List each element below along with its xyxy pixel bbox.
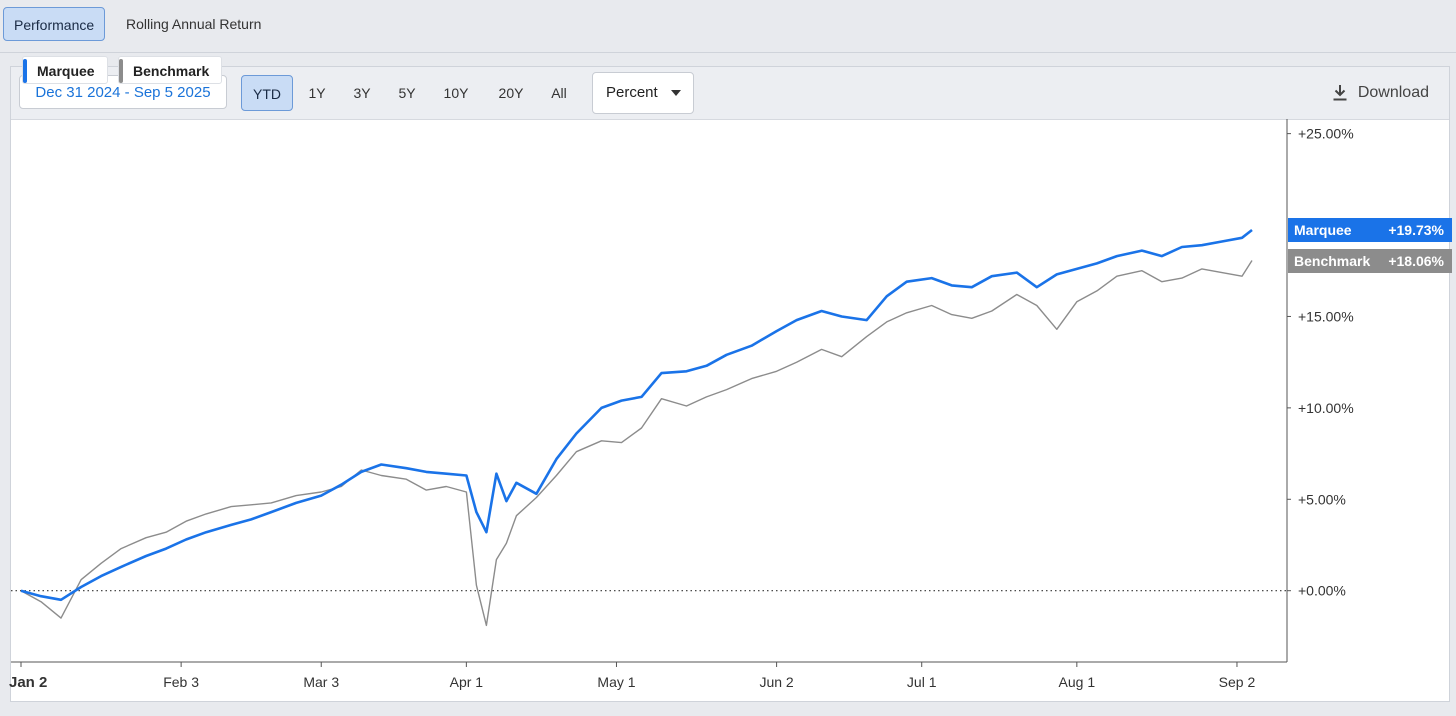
value-mode-label: Percent: [606, 84, 658, 101]
download-label: Download: [1357, 84, 1429, 101]
end-label-marquee-value: +19.73%: [1388, 221, 1444, 238]
y-tick-label: +5.00%: [1298, 491, 1346, 507]
tab-performance[interactable]: Performance: [3, 7, 106, 41]
x-tick-label: Feb 3: [163, 674, 199, 690]
end-label-marquee-name: Marquee: [1294, 221, 1352, 238]
top-tab-bar: Performance Rolling Annual Return: [0, 0, 1456, 53]
range-button-20y[interactable]: 20Y: [498, 85, 524, 101]
range-button-10y[interactable]: 10Y: [443, 85, 469, 101]
download-icon: [1333, 85, 1347, 101]
end-label-benchmark: Benchmark +18.06%: [1288, 248, 1452, 273]
x-tick-label: Jan 2: [9, 674, 47, 691]
y-tick-label: +10.00%: [1298, 400, 1354, 416]
range-button-5y[interactable]: 5Y: [398, 85, 416, 101]
end-label-benchmark-name: Benchmark: [1294, 252, 1371, 269]
range-button-ytd[interactable]: YTD: [241, 75, 293, 111]
range-button-all[interactable]: All: [551, 85, 567, 101]
y-tick-label: +0.00%: [1298, 583, 1346, 599]
x-tick-label: Aug 1: [1059, 674, 1096, 690]
x-tick-label: Sep 2: [1219, 674, 1256, 690]
legend-item-benchmark[interactable]: Benchmark: [118, 56, 222, 84]
y-tick-label: +25.00%: [1298, 126, 1354, 142]
range-button-3y[interactable]: 3Y: [353, 85, 371, 101]
y-tick-label: +15.00%: [1298, 308, 1354, 324]
x-tick-label: Apr 1: [450, 674, 484, 690]
x-tick-label: Mar 3: [303, 674, 339, 690]
legend-label-marquee: Marquee: [37, 63, 95, 79]
range-button-1y[interactable]: 1Y: [308, 85, 326, 101]
value-mode-select[interactable]: Percent: [592, 72, 694, 114]
series-line-marquee: [20, 228, 1253, 602]
x-tick-label: Jul 1: [907, 674, 937, 690]
series-line-benchmark: [20, 260, 1253, 627]
tab-rolling-annual-return[interactable]: Rolling Annual Return: [126, 16, 262, 32]
x-tick-label: Jun 2: [759, 674, 793, 690]
chart-toolbar: Dec 31 2024 - Sep 5 2025 YTD 1Y 3Y 5Y 10…: [11, 67, 1449, 120]
end-label-marquee: Marquee +19.73%: [1288, 217, 1452, 242]
chart-panel: Dec 31 2024 - Sep 5 2025 YTD 1Y 3Y 5Y 10…: [10, 66, 1450, 702]
legend-swatch-benchmark: [119, 59, 123, 83]
x-tick-label: May 1: [597, 674, 635, 690]
end-label-benchmark-value: +18.06%: [1388, 252, 1444, 269]
legend-swatch-marquee: [23, 59, 27, 83]
legend-label-benchmark: Benchmark: [133, 63, 210, 79]
download-button[interactable]: Download: [1332, 77, 1439, 109]
legend-item-marquee[interactable]: Marquee: [22, 56, 108, 84]
caret-down-icon: [671, 90, 681, 96]
